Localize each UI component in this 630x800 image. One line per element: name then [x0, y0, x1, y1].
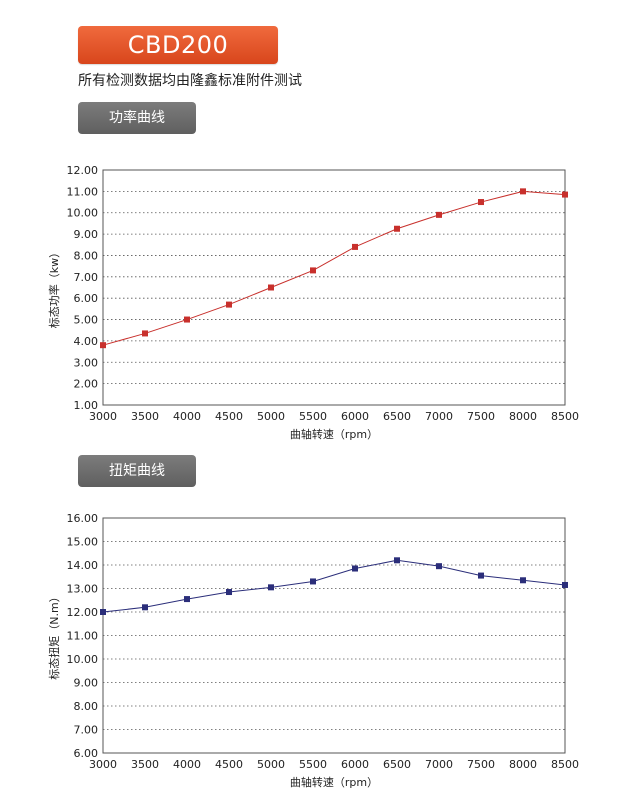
- power-y-tick-label: 1.00: [74, 399, 99, 412]
- power-x-tick-label: 3000: [89, 410, 117, 423]
- torque-x-tick-label: 6000: [341, 758, 369, 771]
- torque-y-tick-label: 12.00: [67, 606, 99, 619]
- torque-x-tick-label: 8500: [551, 758, 579, 771]
- power-data-point: [226, 301, 232, 308]
- torque-series-line: [102, 559, 566, 613]
- test-note: 所有检测数据均由隆鑫标准附件测试: [78, 73, 302, 89]
- torque-data-point: [142, 604, 148, 611]
- power-x-tick-label: 4500: [215, 410, 243, 423]
- torque-y-tick-label: 16.00: [67, 512, 99, 525]
- power-y-axis-label: 标态功率（kw）: [47, 247, 61, 328]
- power-y-tick-label: 2.00: [74, 378, 99, 391]
- power-y-tick-label: 3.00: [74, 356, 99, 369]
- torque-y-tick-label: 8.00: [74, 700, 99, 713]
- torque-x-tick-label: 4000: [173, 758, 201, 771]
- power-x-axis-label: 曲轴转速（rpm）: [290, 427, 378, 441]
- power-data-point: [100, 342, 106, 349]
- power-data-point: [562, 191, 568, 198]
- power-x-tick-label: 8500: [551, 410, 579, 423]
- power-x-tick-label: 7500: [467, 410, 495, 423]
- power-data-point: [436, 211, 442, 218]
- torque-plot-frame: [102, 517, 566, 754]
- power-x-tick-label: 6500: [383, 410, 411, 423]
- torque-x-tick-label: 4500: [215, 758, 243, 771]
- torque-chart: 16.00 15.00 14.00 13.00 12.00 11.00 10.00 9.00 8…: [47, 512, 579, 789]
- power-y-tick-label: 10.00: [67, 207, 99, 220]
- power-x-tick-label: 4000: [173, 410, 201, 423]
- power-plot-frame: [102, 169, 566, 406]
- model-badge: CBD200: [78, 26, 278, 64]
- torque-x-tick-label: 7000: [425, 758, 453, 771]
- power-y-tick-label: 11.00: [67, 185, 99, 198]
- power-data-point: [184, 316, 190, 323]
- torque-data-point: [268, 584, 274, 591]
- torque-x-tick-label: 5000: [257, 758, 285, 771]
- power-y-tick-label: 6.00: [74, 292, 99, 305]
- torque-data-point: [100, 609, 106, 615]
- torque-data-point: [478, 572, 484, 579]
- torque-y-tick-label: 13.00: [67, 583, 99, 596]
- torque-x-tick-label: 8000: [509, 758, 537, 771]
- power-x-tick-label: 8000: [509, 410, 537, 423]
- torque-data-point: [226, 589, 232, 596]
- power-y-tick-label: 9.00: [74, 228, 99, 241]
- power-series-line: [102, 190, 566, 346]
- torque-data-point: [394, 557, 400, 564]
- torque-y-tick-label: 9.00: [74, 677, 99, 690]
- power-y-tick-label: 8.00: [74, 249, 99, 262]
- tab-power-curve[interactable]: 功率曲线: [78, 102, 196, 134]
- power-chart: 12.00 11.00 10.00 9.00 8.00 7.00 6.00 5.00 4.00 3…: [47, 164, 579, 441]
- power-data-point: [142, 330, 148, 337]
- torque-y-tick-label: 6.00: [74, 747, 99, 760]
- torque-data-point: [436, 563, 442, 570]
- power-x-tick-label: 3500: [131, 410, 159, 423]
- torque-y-tick-label: 15.00: [67, 536, 99, 549]
- tab-torque-curve[interactable]: 扭矩曲线: [78, 455, 196, 487]
- power-data-point: [268, 284, 274, 291]
- power-y-tick-label: 5.00: [74, 314, 99, 327]
- power-x-tick-label: 6000: [341, 410, 369, 423]
- torque-y-tick-label: 10.00: [67, 653, 99, 666]
- torque-data-point: [562, 581, 568, 588]
- power-data-point: [310, 267, 316, 274]
- torque-y-tick-label: 11.00: [67, 630, 99, 643]
- torque-x-tick-label: 5500: [299, 758, 327, 771]
- power-x-tick-label: 5000: [257, 410, 285, 423]
- power-y-tick-label: 4.00: [74, 335, 99, 348]
- torque-y-tick-label: 7.00: [74, 724, 99, 737]
- torque-data-point: [352, 565, 358, 572]
- torque-x-tick-label: 6500: [383, 758, 411, 771]
- torque-y-tick-label: 14.00: [67, 559, 99, 572]
- power-x-tick-label: 7000: [425, 410, 453, 423]
- torque-x-tick-label: 7500: [467, 758, 495, 771]
- power-data-point: [520, 188, 526, 195]
- torque-data-point: [184, 596, 190, 603]
- power-data-point: [478, 199, 484, 206]
- power-data-point: [394, 225, 400, 232]
- power-y-tick-label: 12.00: [67, 164, 99, 177]
- torque-x-tick-label: 3500: [131, 758, 159, 771]
- torque-y-axis-label: 标态扭矩（N.m）: [47, 591, 61, 679]
- power-y-tick-label: 7.00: [74, 271, 99, 284]
- torque-data-point: [520, 577, 526, 584]
- torque-data-point: [310, 578, 316, 585]
- power-x-tick-label: 5500: [299, 410, 327, 423]
- torque-x-axis-label: 曲轴转速（rpm）: [290, 775, 378, 789]
- power-data-point: [352, 243, 358, 250]
- torque-x-tick-label: 3000: [89, 758, 117, 771]
